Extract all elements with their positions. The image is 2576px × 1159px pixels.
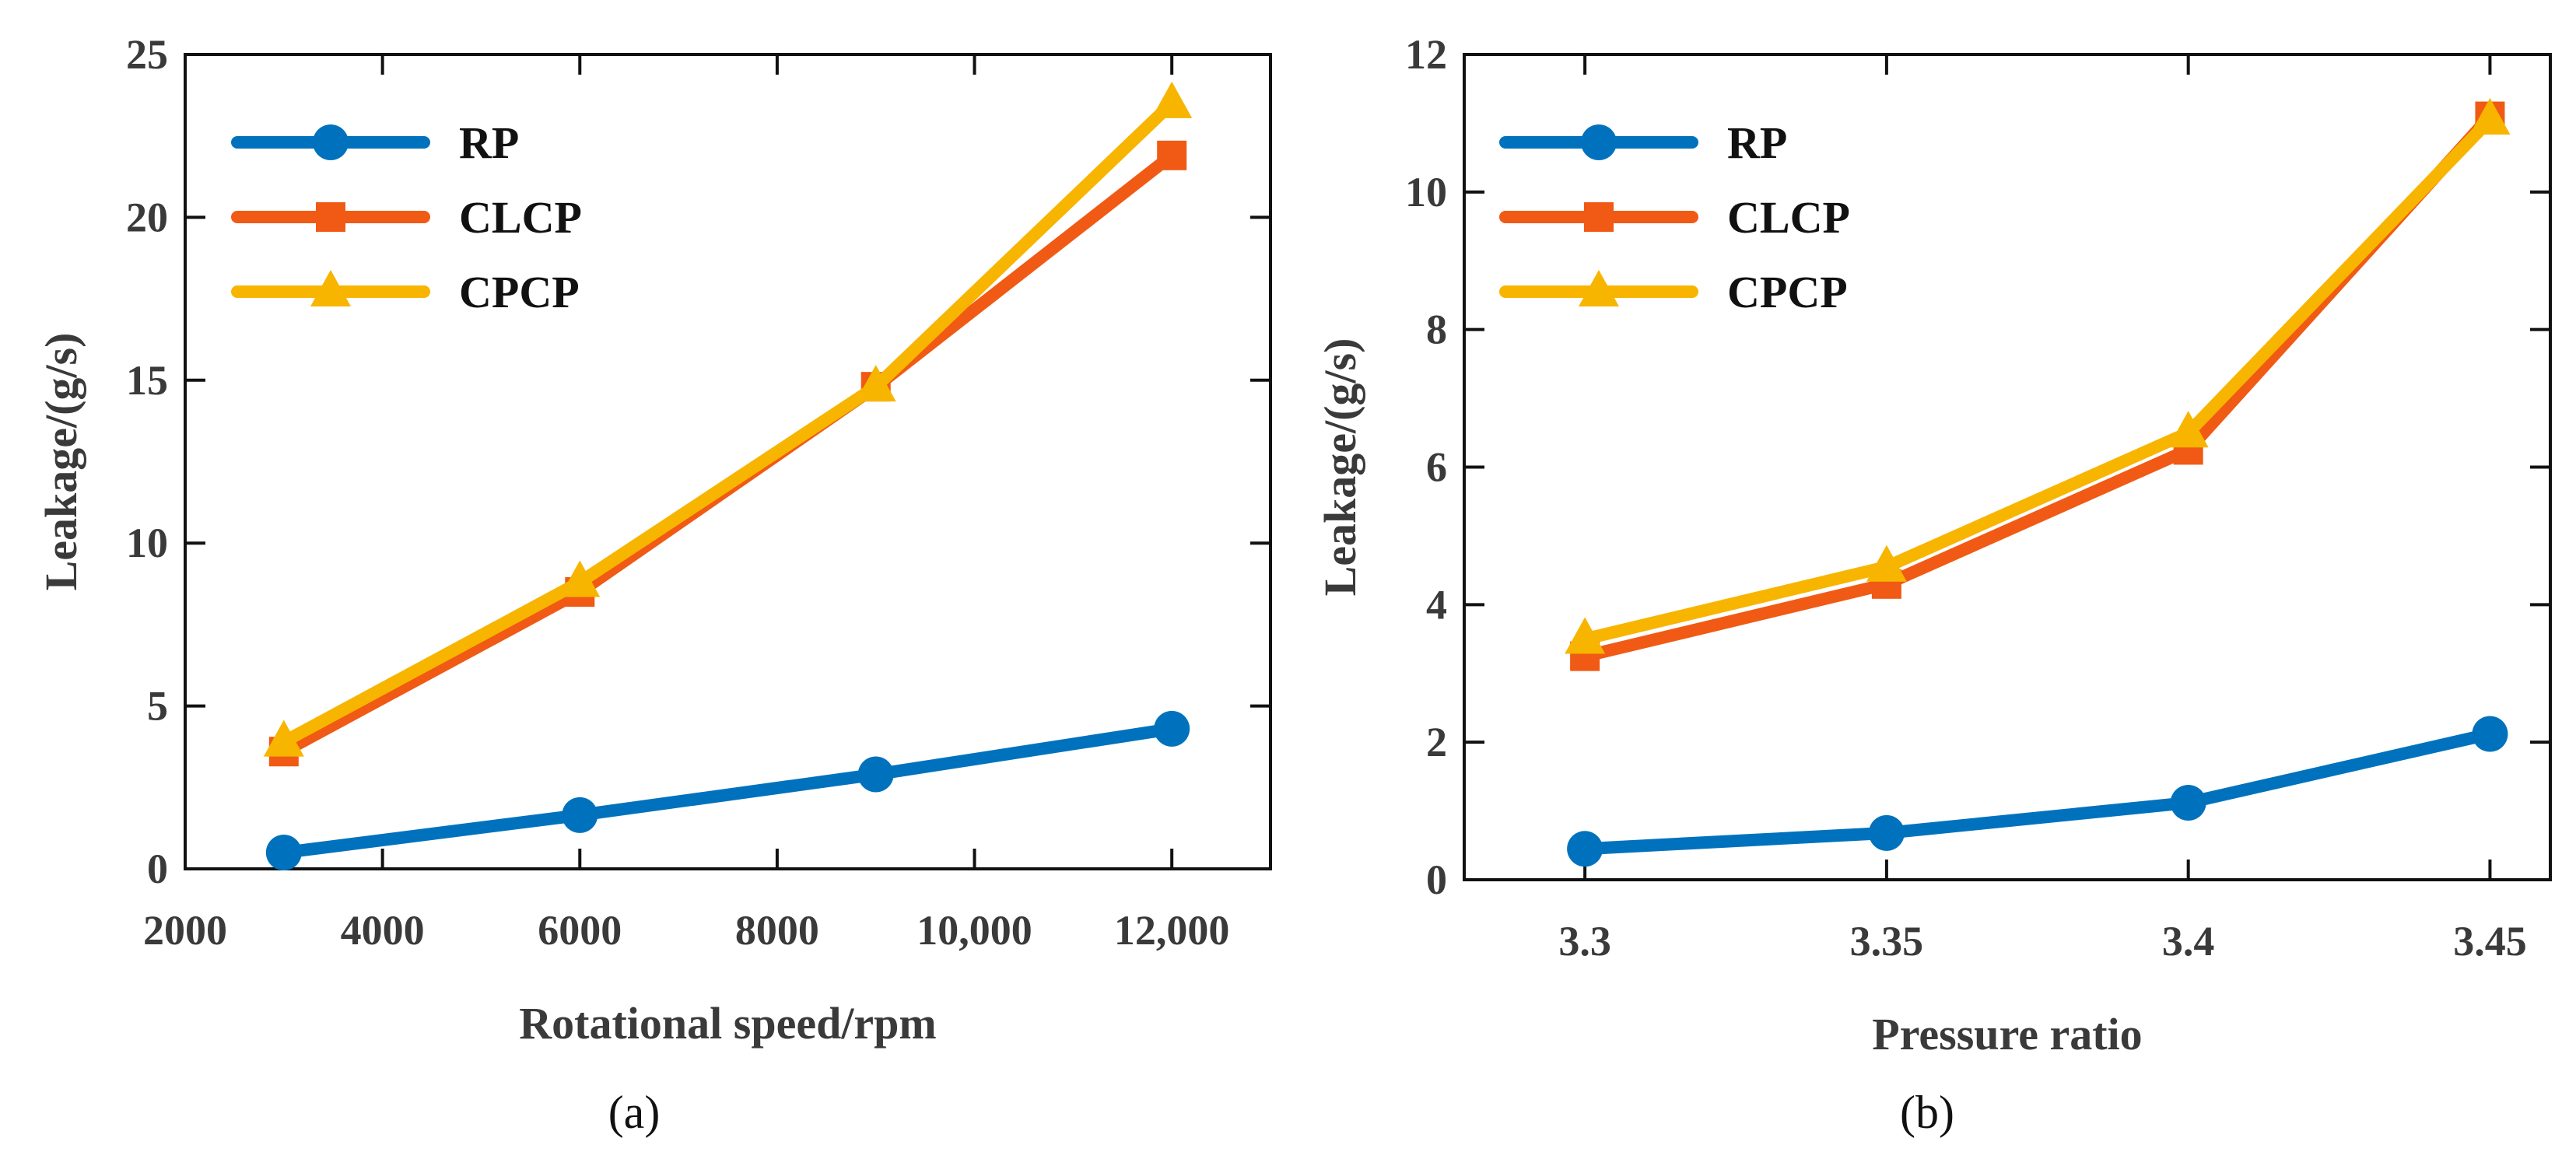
data-point-cpcp bbox=[1565, 617, 1606, 654]
x-tick-label: 2000 bbox=[143, 907, 227, 954]
chart-b: 0 2 4 6 8 10 12 3.3 3.35 3.4 3.45 Pressure ratio Lea… bbox=[1315, 31, 2552, 1138]
legend-marker-clcp bbox=[316, 202, 345, 232]
data-point-cpcp bbox=[1151, 81, 1193, 118]
chart-a: 0 5 10 15 20 25 2000 4000 6000 8000 10,000 12,000 Ro… bbox=[36, 31, 1272, 1138]
x-tick-label: 3.3 bbox=[1558, 918, 1611, 965]
y-axis-label: Leakage/(g/s) bbox=[1315, 338, 1365, 597]
data-point-rp bbox=[265, 835, 302, 871]
data-point-rp bbox=[1567, 831, 1603, 867]
y-tick-label: 6 bbox=[1426, 444, 1447, 491]
legend-label-clcp: CLCP bbox=[459, 192, 582, 243]
legend: RP CLCP CPCP bbox=[231, 117, 582, 317]
x-tick-label: 3.35 bbox=[1850, 918, 1924, 965]
y-tick-label: 8 bbox=[1426, 306, 1447, 353]
y-tick-label: 12 bbox=[1405, 31, 1447, 78]
x-tick-label: 8000 bbox=[735, 907, 819, 954]
series-line-rp bbox=[277, 722, 1179, 860]
data-point-cpcp bbox=[2168, 411, 2209, 448]
data-point-rp bbox=[857, 756, 894, 793]
y-tick-label: 15 bbox=[126, 357, 168, 404]
legend-marker-rp bbox=[1581, 124, 1617, 160]
data-point-cpcp bbox=[855, 365, 896, 402]
y-axis-label: Leakage/(g/s) bbox=[36, 333, 86, 591]
subplot-caption: (a) bbox=[608, 1087, 661, 1138]
data-point-rp bbox=[2472, 716, 2508, 752]
data-point-cpcp bbox=[1866, 544, 1907, 582]
legend-marker-cpcp bbox=[310, 270, 351, 306]
x-tick-label: 3.45 bbox=[2453, 918, 2527, 965]
y-tick-label: 25 bbox=[126, 31, 168, 78]
plot-frame bbox=[184, 53, 1272, 870]
series-line-clcp bbox=[277, 149, 1179, 758]
x-tick-label: 10,000 bbox=[916, 907, 1032, 954]
legend-label-clcp: CLCP bbox=[1727, 192, 1850, 243]
legend-marker-clcp bbox=[1584, 202, 1614, 232]
y-tick-label: 5 bbox=[147, 683, 168, 730]
legend-marker-rp bbox=[313, 124, 349, 160]
data-point-clcp bbox=[1157, 140, 1187, 170]
y-tick-label: 10 bbox=[126, 520, 168, 566]
subplot-caption: (b) bbox=[1900, 1087, 1954, 1138]
legend-label-rp: RP bbox=[1727, 117, 1787, 168]
y-tick-label: 20 bbox=[126, 194, 168, 240]
x-tick-label: 4000 bbox=[341, 907, 425, 954]
data-point-rp bbox=[2170, 784, 2206, 821]
legend-label-cpcp: CPCP bbox=[459, 267, 580, 317]
data-point-rp bbox=[1868, 814, 1905, 851]
y-tick-label: 0 bbox=[147, 846, 168, 892]
x-axis-label: Rotational speed/rpm bbox=[519, 998, 937, 1049]
x-axis-label: Pressure ratio bbox=[1872, 1009, 2142, 1059]
series-line-cpcp bbox=[1579, 113, 2497, 646]
data-point-cpcp bbox=[559, 560, 601, 597]
y-tick-label: 2 bbox=[1426, 719, 1447, 765]
legend-marker-cpcp bbox=[1579, 270, 1619, 306]
y-tick-label: 10 bbox=[1405, 169, 1447, 215]
y-tick-label: 0 bbox=[1426, 856, 1447, 903]
y-tick-label: 4 bbox=[1426, 581, 1447, 628]
data-point-rp bbox=[562, 797, 598, 833]
legend-label-rp: RP bbox=[459, 117, 519, 168]
x-tick-label: 6000 bbox=[538, 907, 622, 954]
data-point-cpcp bbox=[263, 720, 304, 757]
data-point-rp bbox=[1154, 710, 1190, 747]
legend: RP CLCP CPCP bbox=[1499, 117, 1850, 317]
x-tick-label: 12,000 bbox=[1114, 907, 1230, 954]
series-line-clcp bbox=[1579, 110, 2497, 663]
legend-label-cpcp: CPCP bbox=[1727, 267, 1848, 317]
data-point-cpcp bbox=[2469, 97, 2511, 135]
series-line-cpcp bbox=[277, 96, 1179, 748]
series-line-rp bbox=[1579, 727, 2497, 856]
x-tick-label: 3.4 bbox=[2162, 918, 2215, 965]
